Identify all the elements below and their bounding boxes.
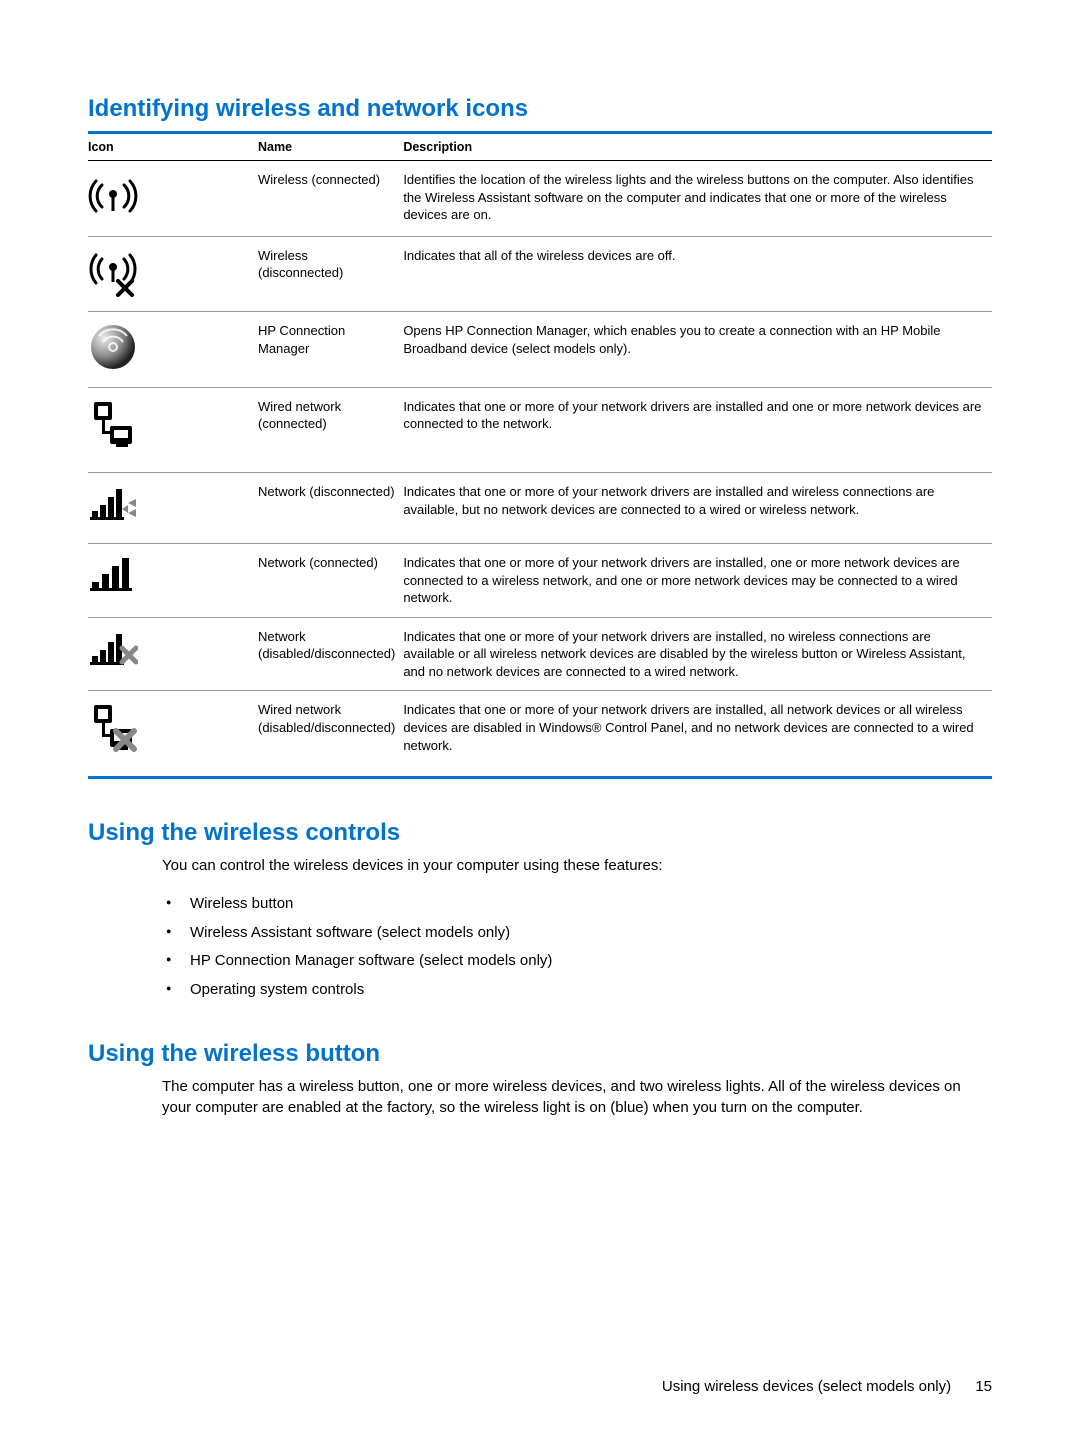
wireless-button-body: The computer has a wireless button, one … (162, 1076, 992, 1118)
icon-cell (88, 544, 258, 618)
desc-cell: Indicates that one or more of your netwo… (403, 387, 992, 473)
page-footer: Using wireless devices (select models on… (88, 1378, 992, 1395)
icon-cell (88, 617, 258, 691)
name-cell: Wireless (connected) (258, 161, 403, 237)
heading-identifying-icons: Identifying wireless and network icons (88, 95, 992, 123)
icon-cell (88, 312, 258, 388)
table-row: Network (disabled/disconnected) Indicate… (88, 617, 992, 691)
table-row: Wired network (connected) Indicates that… (88, 387, 992, 473)
table-row: Network (connected) Indicates that one o… (88, 544, 992, 618)
name-cell: Wired network (connected) (258, 387, 403, 473)
icon-cell (88, 236, 258, 312)
list-item: HP Connection Manager software (select m… (190, 947, 992, 976)
table-row: HP Connection Manager Opens HP Connectio… (88, 312, 992, 388)
table-row: Wireless (connected) Identifies the loca… (88, 161, 992, 237)
name-cell: Network (disconnected) (258, 473, 403, 544)
footer-text: Using wireless devices (select models on… (662, 1378, 951, 1395)
th-icon: Icon (88, 133, 258, 161)
desc-cell: Opens HP Connection Manager, which enabl… (403, 312, 992, 388)
wireless-disconnected-icon (88, 247, 138, 297)
document-page: Identifying wireless and network icons I… (0, 0, 1080, 1455)
desc-cell: Indicates that one or more of your netwo… (403, 544, 992, 618)
th-name: Name (258, 133, 403, 161)
name-cell: Wireless (disconnected) (258, 236, 403, 312)
page-number: 15 (975, 1378, 992, 1395)
icon-cell (88, 387, 258, 473)
list-item: Wireless button (190, 890, 992, 919)
heading-wireless-controls: Using the wireless controls (88, 819, 992, 847)
desc-cell: Indicates that one or more of your netwo… (403, 473, 992, 544)
wireless-connected-icon (88, 171, 138, 221)
table-row: Wireless (disconnected) Indicates that a… (88, 236, 992, 312)
list-item: Operating system controls (190, 976, 992, 1005)
name-cell: Network (connected) (258, 544, 403, 618)
hp-connection-manager-icon (88, 322, 138, 372)
table-row: Network (disconnected) Indicates that on… (88, 473, 992, 544)
controls-bullet-list: Wireless button Wireless Assistant softw… (162, 890, 992, 1004)
network-disabled-disconnected-icon (88, 628, 138, 678)
icon-cell (88, 691, 258, 778)
desc-cell: Indicates that all of the wireless devic… (403, 236, 992, 312)
list-item: Wireless Assistant software (select mode… (190, 919, 992, 948)
wireless-icons-table: Icon Name Description (88, 131, 992, 779)
network-disconnected-icon (88, 483, 138, 533)
icon-cell (88, 161, 258, 237)
desc-cell: Indicates that one or more of your netwo… (403, 691, 992, 778)
controls-intro: You can control the wireless devices in … (162, 855, 992, 876)
network-connected-icon (88, 554, 138, 604)
name-cell: Network (disabled/disconnected) (258, 617, 403, 691)
desc-cell: Identifies the location of the wireless … (403, 161, 992, 237)
name-cell: Wired network (disabled/disconnected) (258, 691, 403, 778)
table-row: Wired network (disabled/disconnected) In… (88, 691, 992, 778)
icon-cell (88, 473, 258, 544)
desc-cell: Indicates that one or more of your netwo… (403, 617, 992, 691)
wired-network-disabled-disconnected-icon (88, 701, 138, 751)
name-cell: HP Connection Manager (258, 312, 403, 388)
heading-wireless-button: Using the wireless button (88, 1040, 992, 1068)
wired-network-connected-icon (88, 398, 138, 448)
th-desc: Description (403, 133, 992, 161)
